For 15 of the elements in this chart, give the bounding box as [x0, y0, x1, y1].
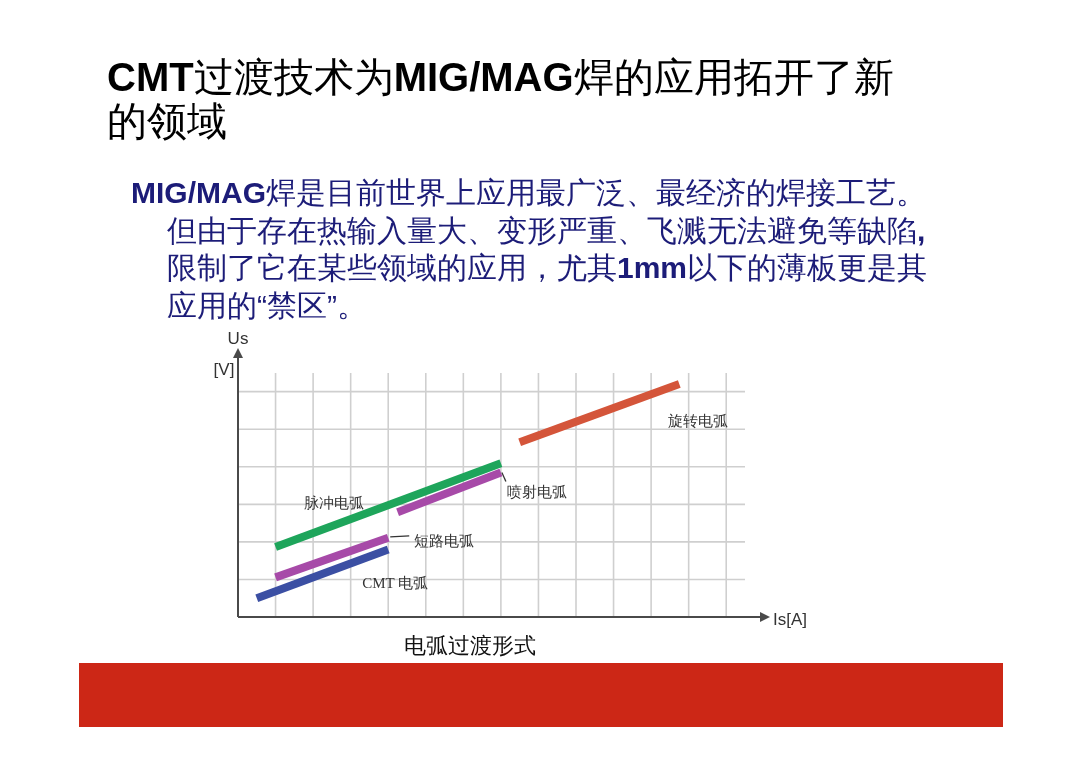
series-label: 脉冲电弧 [303, 495, 364, 512]
subtitle: 限制了它在某些领域的应用，尤其1mm以下的薄板更是其 [167, 251, 928, 284]
title: 的领域 [107, 99, 227, 143]
subtitle: 但由于存在热输入量大、变形严重、飞溅无法避免等缺陷, [167, 213, 926, 247]
annotation: 电弧过渡形式 [404, 633, 536, 658]
series-label: 喷射电弧 [506, 483, 567, 500]
series-label: CMT 电弧 [362, 575, 429, 592]
subtitle: 应用的“禁区”。 [167, 288, 367, 322]
series-label: 旋转电弧 [668, 413, 729, 429]
title: CMT过渡技术为MIG/MAG焊的应用拓开了新 [107, 55, 894, 99]
ylabel: Us [227, 329, 249, 348]
series-label: 短路电弧 [414, 532, 475, 549]
xlabel: Is[A] [773, 610, 807, 629]
ylabel: [V] [213, 360, 235, 379]
subtitle: MIG/MAG焊是目前世界上应用最广泛、最经济的焊接工艺。 [131, 176, 926, 209]
